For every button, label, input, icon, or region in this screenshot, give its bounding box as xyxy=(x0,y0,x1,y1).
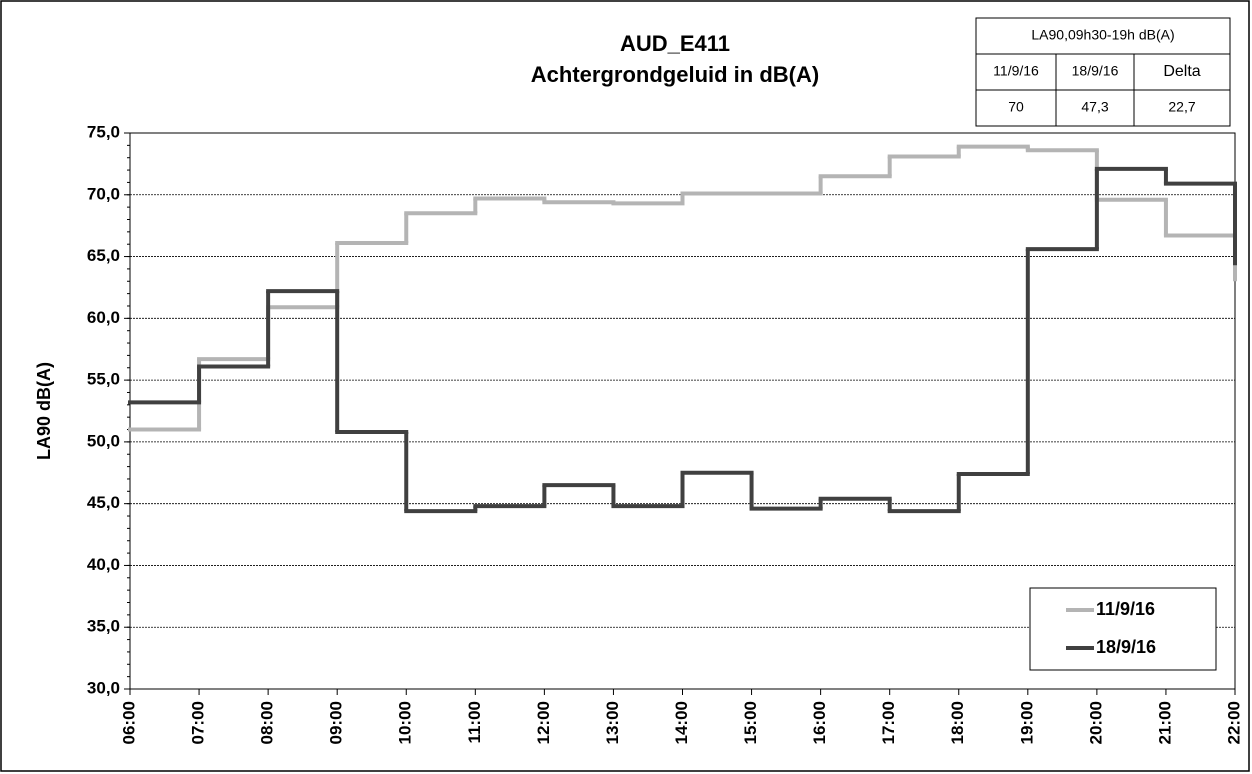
y-tick-label: 30,0 xyxy=(87,678,120,697)
x-tick-label: 12:00 xyxy=(534,701,553,744)
x-tick-label: 15:00 xyxy=(741,701,760,744)
table-frame xyxy=(975,17,1231,127)
y-tick-label: 45,0 xyxy=(87,493,120,512)
table-cell: 22,7 xyxy=(1168,99,1195,115)
y-tick-label: 65,0 xyxy=(87,246,120,265)
y-tick-label: 40,0 xyxy=(87,555,120,574)
x-tick-label: 10:00 xyxy=(396,701,415,744)
y-tick-label: 75,0 xyxy=(87,122,120,141)
x-tick-label: 16:00 xyxy=(810,701,829,744)
x-tick-label: 21:00 xyxy=(1155,701,1174,744)
table-title: LA90,09h30-19h dB(A) xyxy=(1031,27,1174,43)
x-tick-label: 11:00 xyxy=(465,701,484,744)
y-tick-label: 60,0 xyxy=(87,308,120,327)
x-tick-label: 08:00 xyxy=(258,701,277,744)
legend-label: 18/9/16 xyxy=(1096,637,1156,657)
table-cell: 70 xyxy=(1008,99,1024,115)
x-tick-label: 20:00 xyxy=(1086,701,1105,744)
table-cell: 47,3 xyxy=(1081,99,1108,115)
table-header: Delta xyxy=(1163,63,1200,80)
x-tick-label: 07:00 xyxy=(189,701,208,744)
y-tick-label: 50,0 xyxy=(87,431,120,450)
y-tick-label: 70,0 xyxy=(87,184,120,203)
chart-subtitle: Achtergrondgeluid in dB(A) xyxy=(531,62,819,87)
table-header: 11/9/16 xyxy=(993,63,1039,79)
y-tick-label: 55,0 xyxy=(87,370,120,389)
x-tick-label: 14:00 xyxy=(672,701,691,744)
x-tick-label: 19:00 xyxy=(1017,701,1036,744)
table-header: 18/9/16 xyxy=(1072,63,1119,79)
y-tick-label: 35,0 xyxy=(87,617,120,636)
y-axis-label: LA90 dB(A) xyxy=(34,362,54,460)
x-tick-label: 18:00 xyxy=(948,701,967,744)
x-tick-label: 06:00 xyxy=(119,701,138,744)
x-tick-label: 13:00 xyxy=(603,701,622,744)
legend-box xyxy=(1029,587,1217,671)
x-tick-label: 17:00 xyxy=(879,701,898,744)
x-tick-label: 22:00 xyxy=(1224,701,1243,744)
chart-title: AUD_E411 xyxy=(620,31,730,56)
legend-label: 11/9/16 xyxy=(1096,599,1155,619)
x-tick-label: 09:00 xyxy=(327,701,346,744)
